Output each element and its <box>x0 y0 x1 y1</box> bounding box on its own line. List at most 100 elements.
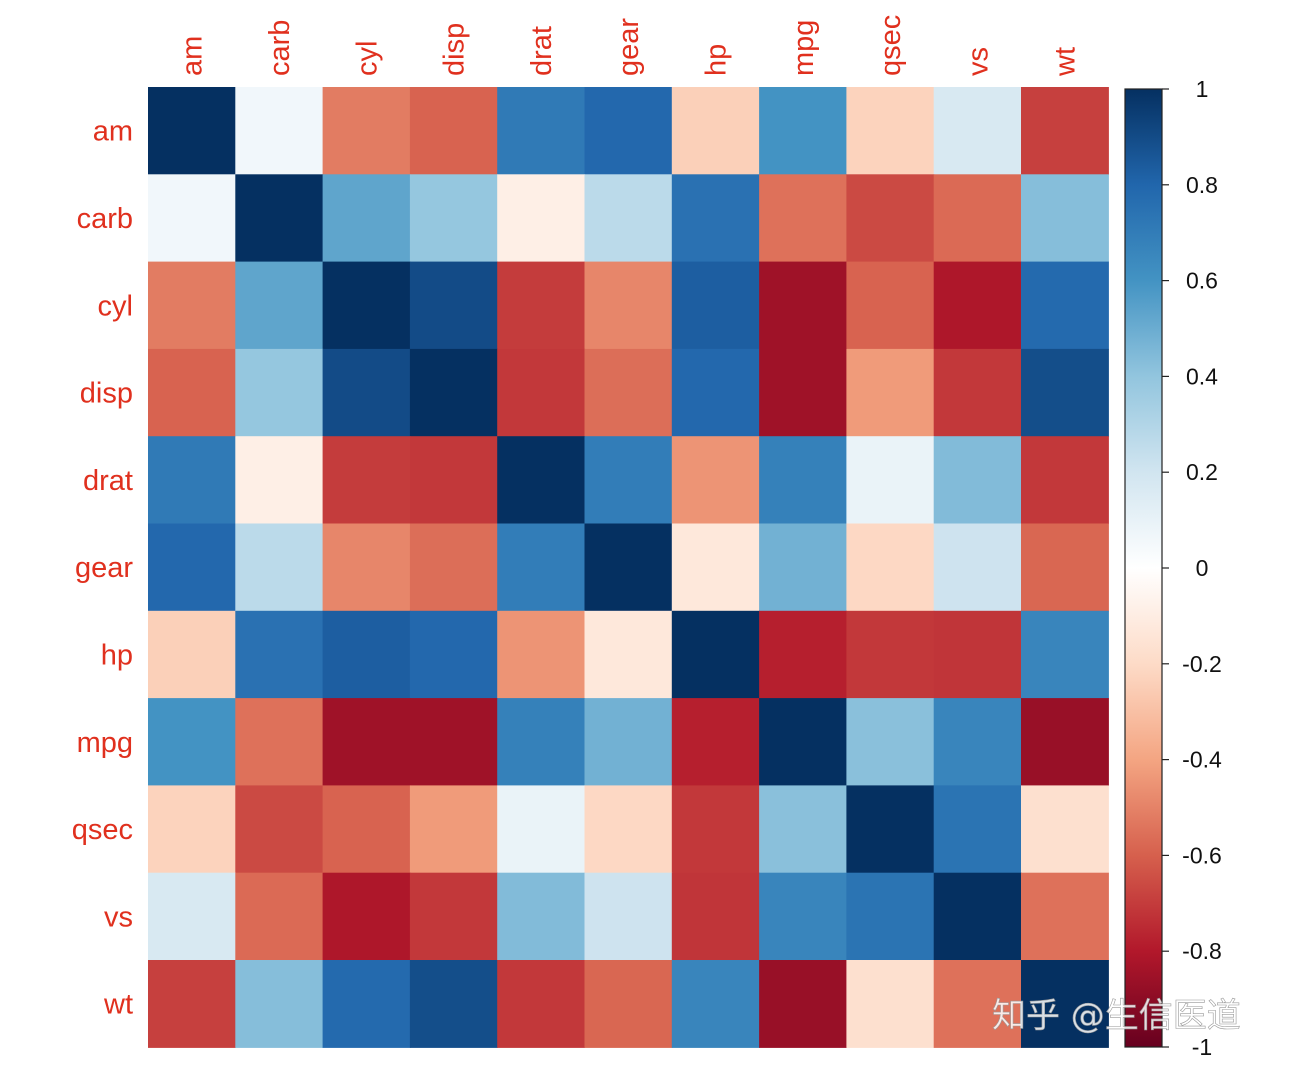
heatmap-cell-vs-cyl <box>322 872 411 961</box>
heatmap-cell-drat-cyl <box>322 436 411 525</box>
heatmap-cell-hp-cyl <box>322 610 411 699</box>
heatmap-cell-mpg-cyl <box>322 698 411 786</box>
colorbar-gradient <box>1124 88 1163 1048</box>
colorbar-tick-label: 0.4 <box>1186 363 1218 389</box>
heatmap-cell-qsec-am <box>148 785 236 874</box>
heatmap-cell-drat-wt <box>1021 436 1109 525</box>
heatmap-cell-hp-am <box>148 610 236 699</box>
heatmap-cell-disp-gear <box>584 348 673 437</box>
y-label-hp: hp <box>101 639 133 671</box>
y-label-qsec: qsec <box>72 814 133 846</box>
x-label-mpg: mpg <box>788 20 820 76</box>
heatmap-cell-carb-mpg <box>759 174 847 263</box>
heatmap-cell-mpg-vs <box>933 698 1022 786</box>
heatmap-cell-mpg-mpg <box>759 698 847 786</box>
heatmap-cell-gear-wt <box>1021 523 1109 612</box>
heatmap-cell-mpg-carb <box>235 698 324 786</box>
y-axis-labels: am carb cyl disp drat gear hp mpg qsec vs wt <box>72 116 134 1021</box>
heatmap-cell-disp-qsec <box>846 348 935 437</box>
x-label-wt: wt <box>1050 47 1082 77</box>
heatmap-cell-disp-vs <box>933 348 1022 437</box>
x-label-disp: disp <box>439 23 471 76</box>
y-label-cyl: cyl <box>98 290 133 322</box>
heatmap-cell-disp-drat <box>497 348 586 437</box>
y-label-gear: gear <box>75 552 133 584</box>
heatmap-cell-qsec-hp <box>671 785 760 874</box>
heatmap-cell-vs-drat <box>497 872 586 961</box>
x-label-gear: gear <box>613 18 645 76</box>
heatmap-cell-carb-vs <box>933 174 1022 263</box>
heatmap-cell-hp-disp <box>409 610 498 699</box>
heatmap-cell-disp-disp <box>409 348 498 437</box>
heatmap-cell-vs-wt <box>1021 872 1109 961</box>
heatmap-cell-qsec-drat <box>497 785 586 874</box>
x-label-cyl: cyl <box>351 41 383 76</box>
heatmap-cell-cyl-gear <box>584 261 673 350</box>
heatmap-cell-vs-am <box>148 872 236 961</box>
heatmap-cell-hp-wt <box>1021 610 1109 699</box>
heatmap-cell-mpg-qsec <box>846 698 935 786</box>
heatmap-cell-vs-disp <box>409 872 498 961</box>
heatmap-cell-vs-hp <box>671 872 760 961</box>
heatmap-cell-hp-carb <box>235 610 324 699</box>
heatmap-cell-am-qsec <box>846 87 935 175</box>
heatmap-cell-drat-vs <box>933 436 1022 525</box>
heatmap-cell-am-cyl <box>322 87 411 175</box>
heatmap-cell-carb-drat <box>497 174 586 263</box>
heatmap-cell-cyl-am <box>148 261 236 350</box>
heatmap-cell-drat-qsec <box>846 436 935 525</box>
heatmap-cell-qsec-disp <box>409 785 498 874</box>
heatmap-cell-qsec-mpg <box>759 785 847 874</box>
heatmap-cell-drat-hp <box>671 436 760 525</box>
watermark: 知乎 @生信医道 <box>992 996 1241 1036</box>
heatmap-cell-qsec-wt <box>1021 785 1109 874</box>
y-label-am: am <box>93 116 133 148</box>
heatmap-cell-mpg-disp <box>409 698 498 786</box>
heatmap-cell-hp-vs <box>933 610 1022 699</box>
heatmap-cell-gear-carb <box>235 523 324 612</box>
heatmap-cell-disp-cyl <box>322 348 411 437</box>
heatmap-cell-qsec-vs <box>933 785 1022 874</box>
heatmap-cell-cyl-disp <box>409 261 498 350</box>
heatmap-cell-drat-mpg <box>759 436 847 525</box>
heatmap-cell-am-gear <box>584 87 673 175</box>
heatmap-cell-wt-cyl <box>322 960 411 1048</box>
heatmap-cells <box>148 87 1109 1048</box>
heatmap-cell-wt-carb <box>235 960 324 1048</box>
heatmap-cell-drat-am <box>148 436 236 525</box>
heatmap-cell-cyl-qsec <box>846 261 935 350</box>
heatmap-cell-carb-wt <box>1021 174 1109 263</box>
heatmap-cell-am-wt <box>1021 87 1109 175</box>
heatmap-cell-wt-drat <box>497 960 586 1048</box>
heatmap-cell-wt-hp <box>671 960 760 1048</box>
heatmap-cell-wt-am <box>148 960 236 1048</box>
heatmap-cell-wt-vs <box>933 960 1022 1048</box>
heatmap-cell-wt-gear <box>584 960 673 1048</box>
heatmap-cell-cyl-drat <box>497 261 586 350</box>
heatmap-cell-disp-hp <box>671 348 760 437</box>
colorbar-tick-label: 0.2 <box>1186 459 1218 485</box>
heatmap-cell-gear-vs <box>933 523 1022 612</box>
heatmap-cell-hp-gear <box>584 610 673 699</box>
y-label-disp: disp <box>80 378 133 410</box>
heatmap-cell-cyl-cyl <box>322 261 411 350</box>
y-label-vs: vs <box>104 901 133 933</box>
heatmap-cell-carb-am <box>148 174 236 263</box>
x-label-hp: hp <box>700 44 732 76</box>
heatmap-cell-carb-qsec <box>846 174 935 263</box>
heatmap-cell-am-hp <box>671 87 760 175</box>
heatmap-cell-disp-carb <box>235 348 324 437</box>
heatmap-cell-carb-hp <box>671 174 760 263</box>
heatmap-cell-gear-qsec <box>846 523 935 612</box>
heatmap-cell-gear-mpg <box>759 523 847 612</box>
x-label-am: am <box>177 36 209 76</box>
heatmap-cell-gear-cyl <box>322 523 411 612</box>
heatmap-cell-wt-wt <box>1021 960 1109 1048</box>
x-label-qsec: qsec <box>875 15 907 76</box>
colorbar-tick-label: -0.8 <box>1182 938 1222 964</box>
heatmap-cell-drat-drat <box>497 436 586 525</box>
heatmap-cell-wt-disp <box>409 960 498 1048</box>
heatmap-cell-carb-cyl <box>322 174 411 263</box>
heatmap-cell-gear-hp <box>671 523 760 612</box>
